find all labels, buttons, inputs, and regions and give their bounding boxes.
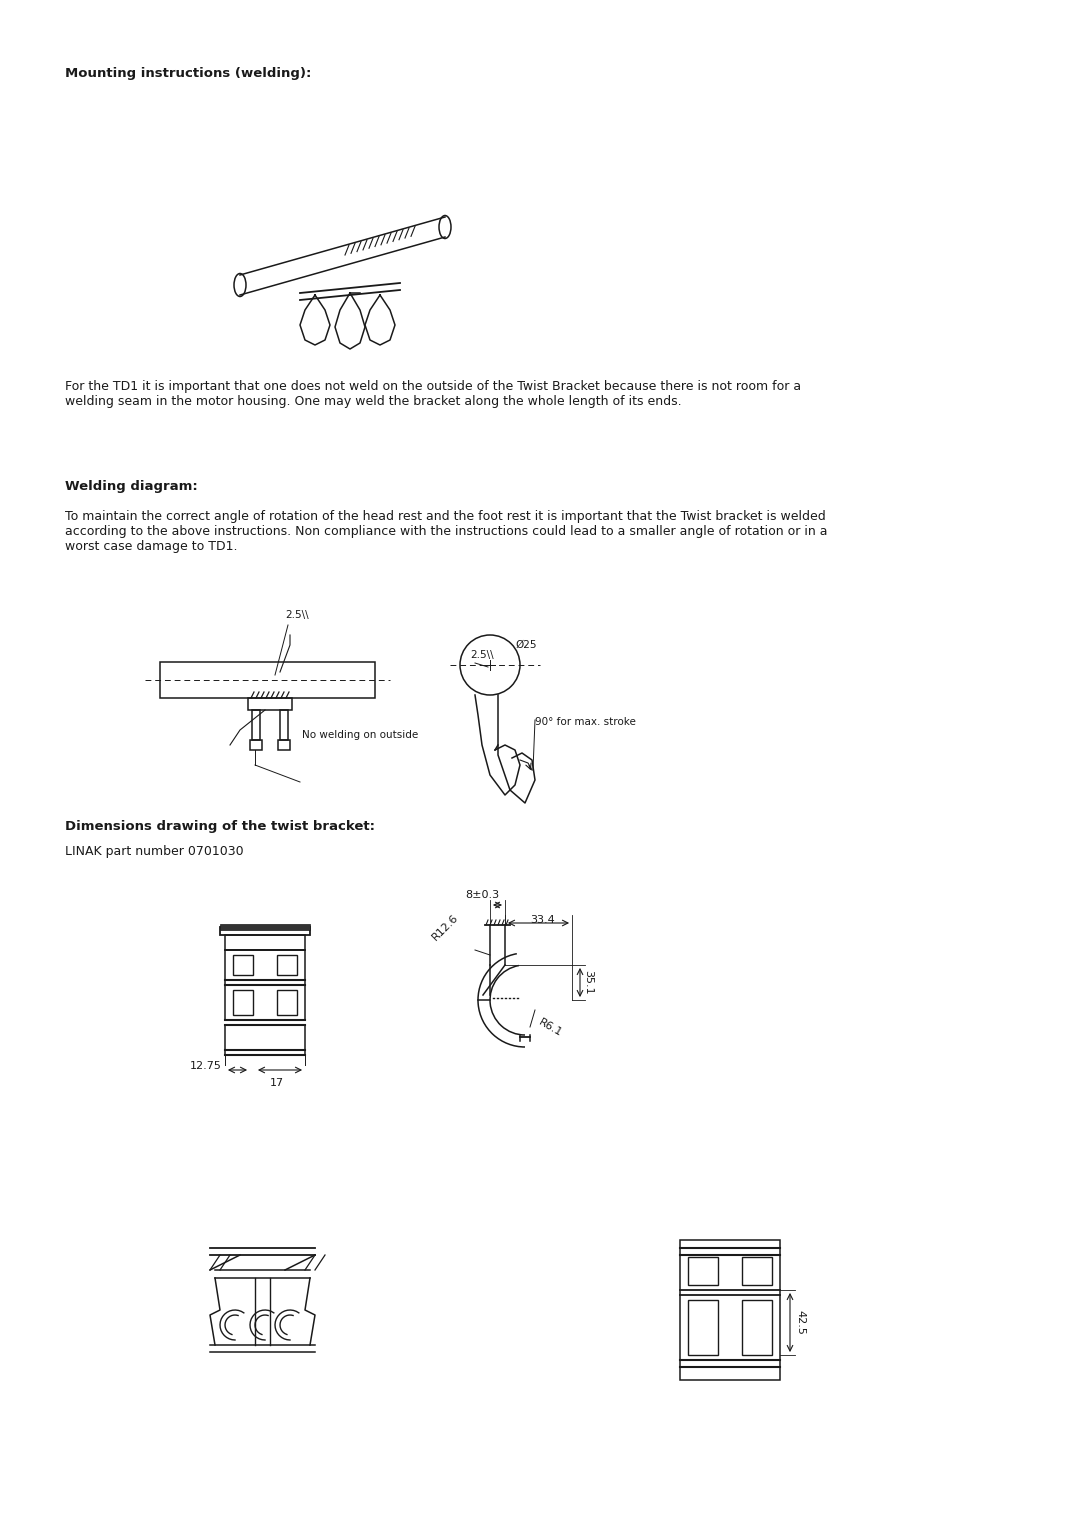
Text: For the TD1 it is important that one does not weld on the outside of the Twist B: For the TD1 it is important that one doe… bbox=[65, 380, 801, 408]
Text: Mounting instructions (welding):: Mounting instructions (welding): bbox=[65, 67, 311, 79]
Bar bbox=[160, 663, 375, 698]
Text: Dimensions drawing of the twist bracket:: Dimensions drawing of the twist bracket: bbox=[65, 820, 375, 834]
Bar bbox=[252, 710, 260, 741]
Bar bbox=[225, 950, 305, 980]
Text: 2.5\\: 2.5\\ bbox=[285, 609, 309, 620]
Text: Welding diagram:: Welding diagram: bbox=[65, 479, 198, 493]
Bar bbox=[276, 954, 297, 976]
Text: 90° for max. stroke: 90° for max. stroke bbox=[535, 718, 636, 727]
Bar bbox=[742, 1257, 772, 1286]
Bar bbox=[276, 989, 297, 1015]
Text: 12.75: 12.75 bbox=[190, 1061, 221, 1070]
Bar bbox=[688, 1257, 718, 1286]
Bar bbox=[225, 1025, 305, 1055]
Text: R6.1: R6.1 bbox=[537, 1017, 564, 1038]
Bar bbox=[280, 710, 288, 741]
Bar bbox=[225, 935, 305, 950]
Bar bbox=[278, 741, 291, 750]
Bar bbox=[220, 924, 310, 930]
Bar bbox=[249, 741, 262, 750]
Text: LINAK part number 0701030: LINAK part number 0701030 bbox=[65, 844, 244, 858]
Text: 33.4: 33.4 bbox=[530, 915, 555, 925]
Bar bbox=[220, 927, 310, 935]
Bar bbox=[233, 954, 253, 976]
Text: 35.1: 35.1 bbox=[583, 970, 593, 994]
Bar bbox=[248, 698, 292, 710]
Text: Ø25: Ø25 bbox=[515, 640, 537, 651]
Bar bbox=[225, 980, 305, 1020]
Text: No welding on outside: No welding on outside bbox=[302, 730, 418, 741]
Text: R12.6: R12.6 bbox=[430, 912, 460, 942]
Bar bbox=[233, 989, 253, 1015]
Text: 2.5\\: 2.5\\ bbox=[470, 651, 494, 660]
Text: 17: 17 bbox=[270, 1078, 284, 1089]
Text: 8±0.3: 8±0.3 bbox=[465, 890, 499, 899]
Text: 42.5: 42.5 bbox=[795, 1310, 805, 1335]
Text: To maintain the correct angle of rotation of the head rest and the foot rest it : To maintain the correct angle of rotatio… bbox=[65, 510, 827, 553]
Bar bbox=[688, 1299, 718, 1354]
Bar bbox=[742, 1299, 772, 1354]
Bar bbox=[680, 1240, 780, 1380]
